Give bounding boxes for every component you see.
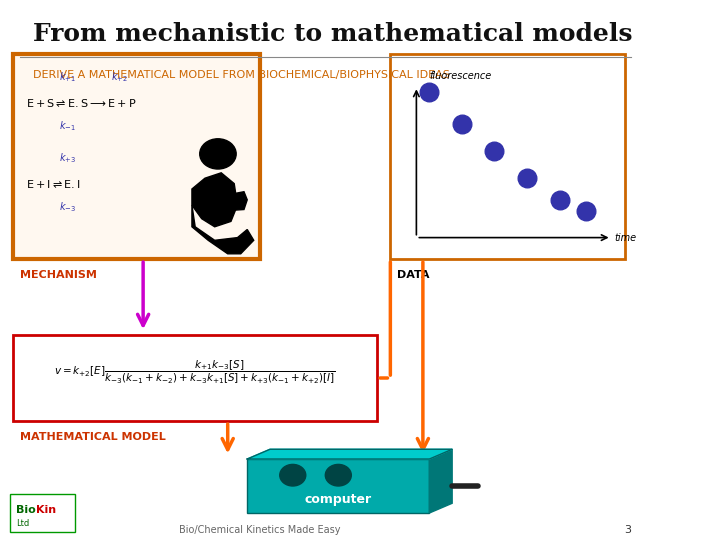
Text: DATA: DATA <box>397 270 429 280</box>
Text: $v = k_{+2}[E]\dfrac{k_{+1}k_{-3}[S]}{k_{-3}(k_{-1}+k_{-2})+k_{-3}k_{+1}[S]+k_{+: $v = k_{+2}[E]\dfrac{k_{+1}k_{-3}[S]}{k_… <box>55 359 336 386</box>
Polygon shape <box>192 173 238 227</box>
Point <box>554 195 565 204</box>
Point <box>489 147 500 156</box>
Text: $\mathrm{E + S} \rightleftharpoons \mathrm{E.S} \longrightarrow \mathrm{E + P}$: $\mathrm{E + S} \rightleftharpoons \math… <box>26 97 137 109</box>
Text: fluorescence: fluorescence <box>429 71 492 81</box>
FancyBboxPatch shape <box>390 54 624 259</box>
Circle shape <box>325 464 351 486</box>
Polygon shape <box>247 449 452 459</box>
Text: Bio: Bio <box>17 505 36 515</box>
Point <box>456 120 468 129</box>
Text: computer: computer <box>305 493 372 506</box>
Text: MATHEMATICAL MODEL: MATHEMATICAL MODEL <box>19 432 166 442</box>
Text: $k_{-1}$: $k_{-1}$ <box>58 119 76 133</box>
Polygon shape <box>192 205 253 254</box>
Polygon shape <box>199 186 247 211</box>
Text: $k_{-3}$: $k_{-3}$ <box>58 200 76 214</box>
Text: Ltd: Ltd <box>17 519 30 529</box>
Circle shape <box>280 464 306 486</box>
FancyBboxPatch shape <box>10 494 75 532</box>
Point <box>423 87 435 96</box>
FancyBboxPatch shape <box>247 459 429 513</box>
Point <box>521 174 533 183</box>
Polygon shape <box>429 449 452 513</box>
Text: 3: 3 <box>624 524 631 535</box>
Text: $k_{+3}$: $k_{+3}$ <box>58 151 76 165</box>
Text: Bio/Chemical Kinetics Made Easy: Bio/Chemical Kinetics Made Easy <box>179 524 341 535</box>
Text: DERIVE A MATHEMATICAL MODEL FROM BIOCHEMICAL/BIOPHYSICAL IDEAS: DERIVE A MATHEMATICAL MODEL FROM BIOCHEM… <box>32 70 449 80</box>
Text: $\mathrm{E + I} \rightleftharpoons \mathrm{E.I}$: $\mathrm{E + I} \rightleftharpoons \math… <box>26 178 81 190</box>
Point <box>580 206 591 215</box>
Text: MECHANISM: MECHANISM <box>19 270 96 280</box>
FancyBboxPatch shape <box>13 54 260 259</box>
FancyBboxPatch shape <box>13 335 377 421</box>
Text: time: time <box>615 233 637 242</box>
Text: From mechanistic to mathematical models: From mechanistic to mathematical models <box>32 22 632 45</box>
Text: $k_{+2}$: $k_{+2}$ <box>111 70 127 84</box>
Circle shape <box>199 139 236 169</box>
Text: $k_{+1}$: $k_{+1}$ <box>58 70 76 84</box>
Text: Kin: Kin <box>36 505 56 515</box>
